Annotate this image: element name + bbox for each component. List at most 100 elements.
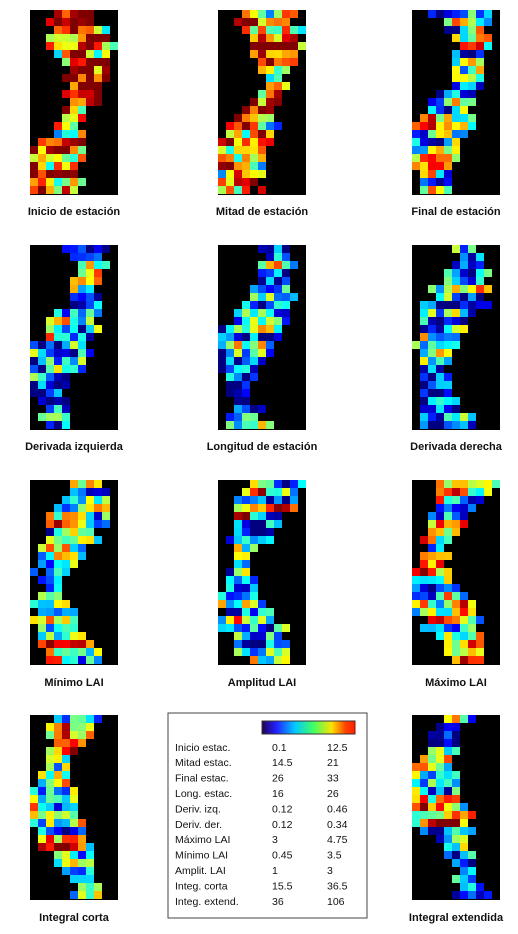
map-pixel [242,616,250,624]
map-pixel [444,114,452,122]
map-pixel [54,795,62,803]
map-pixel [38,600,46,608]
map-pixel [452,397,460,405]
map-pixel [444,130,452,138]
map-pixel [54,544,62,552]
map-pixel [62,560,70,568]
map-pixel [86,253,94,261]
map-pixel [54,26,62,34]
map-pixel [460,616,468,624]
map-pixel [250,301,258,309]
map-pixel [274,301,282,309]
map-pixel [444,755,452,763]
map-pixel [452,261,460,269]
map-pixel [266,245,274,253]
map-pixel [94,891,102,899]
map-pixel [420,779,428,787]
map-pixel [428,779,436,787]
map-panel [412,715,500,900]
map-pixel [250,488,258,496]
map-pixel [428,552,436,560]
map-pixel [258,317,266,325]
map-pixel [266,648,274,656]
map-pixel [282,496,290,504]
map-pixel [226,592,234,600]
map-pixel [444,747,452,755]
map-pixel [436,365,444,373]
map-pixel [444,803,452,811]
map-pixel [70,875,78,883]
map-pixel [444,389,452,397]
map-pixel [420,122,428,130]
map-pixel [476,50,484,58]
map-pixel [428,154,436,162]
map-pixel [428,381,436,389]
map-panel [30,480,118,665]
map-pixel [428,592,436,600]
map-pixel [460,42,468,50]
map-pixel [70,34,78,42]
map-pixel [420,536,428,544]
map-pixel [258,640,266,648]
map-pixel [420,178,428,186]
map-pixel [46,632,54,640]
map-pixel [452,656,460,664]
map-pixel [468,600,476,608]
map-pixel [86,859,94,867]
map-pixel [484,42,492,50]
map-pixel [258,632,266,640]
map-pixel [444,723,452,731]
map-pixel [218,616,226,624]
map-pixel [412,787,420,795]
map-pixel [452,34,460,42]
map-pixel [282,58,290,66]
map-pixel [70,325,78,333]
map-pixel [266,261,274,269]
map-pixel [282,656,290,664]
map-pixel [460,520,468,528]
map-pixel [468,122,476,130]
map-pixel [62,349,70,357]
map-pixel [54,421,62,429]
map-panel [412,480,500,665]
map-pixel [62,544,70,552]
map-pixel [38,795,46,803]
map-pixel [54,656,62,664]
map-pixel [460,261,468,269]
map-pixel [78,261,86,269]
map-pixel [436,488,444,496]
map-pixel [436,333,444,341]
map-pixel [218,186,226,194]
map-pixel [436,560,444,568]
map-pixel [226,162,234,170]
map-pixel [492,480,500,488]
map-pixel [436,293,444,301]
map-pixel [54,50,62,58]
map-pixel [70,528,78,536]
map-pixel [460,309,468,317]
map-pixel [86,349,94,357]
map-pixel [452,74,460,82]
map-pixel [274,82,282,90]
map-pixel [78,552,86,560]
map-pixel [460,592,468,600]
map-pixel [436,771,444,779]
map-pixel [86,883,94,891]
map-pixel [234,552,242,560]
map-pixel [46,771,54,779]
map-pixel [460,504,468,512]
map-pixel [258,496,266,504]
map-pixel [484,18,492,26]
map-pixel [102,34,110,42]
map-pixel [62,640,70,648]
legend-max: 0.46 [327,803,348,815]
map-pixel [444,576,452,584]
map-pixel [242,317,250,325]
map-pixel [420,349,428,357]
map-pixel [62,317,70,325]
map-pixel [274,98,282,106]
map-pixel [70,317,78,325]
map-pixel [258,26,266,34]
panel-label: Longitud de estación [207,441,318,453]
map-pixel [218,365,226,373]
